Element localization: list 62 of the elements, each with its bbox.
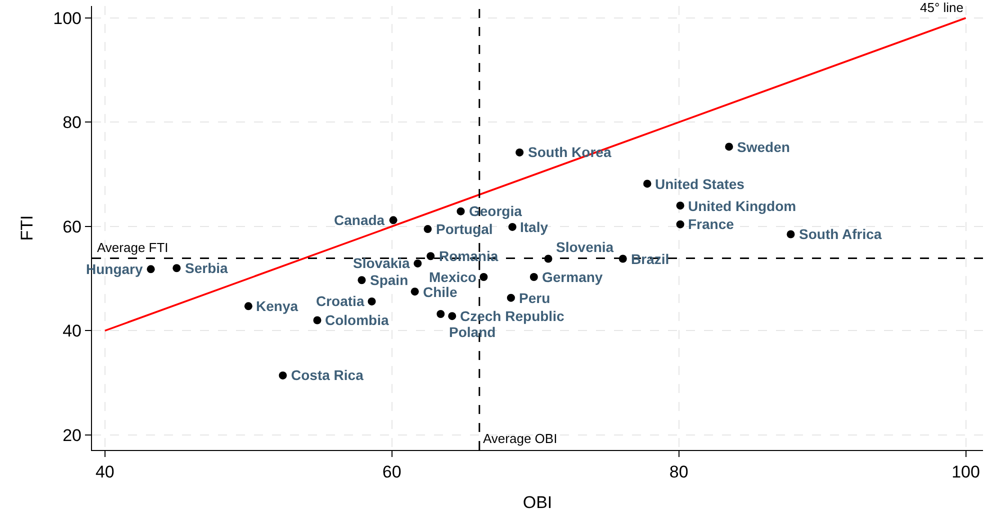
annotation: Costa Rica — [291, 367, 364, 383]
ref-line-label: Average FTI — [97, 240, 168, 255]
point — [389, 216, 398, 224]
annotation: Serbia — [185, 260, 228, 276]
annotation: Sweden — [737, 139, 790, 155]
annotation: Peru — [519, 290, 550, 306]
annotation: Romania — [439, 248, 498, 264]
annotation: Colombia — [325, 312, 389, 328]
point — [278, 371, 287, 380]
annotation: Brazil — [631, 251, 670, 267]
y-axis-title: FTI — [18, 215, 37, 241]
point — [358, 276, 366, 284]
ref-line-label: Average OBI — [483, 431, 558, 446]
annotation: Croatia — [316, 293, 364, 309]
y-tick-label: 60 — [62, 217, 82, 236]
x-tick-label: 80 — [669, 462, 688, 482]
annotation: Italy — [520, 219, 548, 235]
annotation: Chile — [423, 284, 458, 300]
annotation: Mexico — [429, 269, 476, 285]
annotation: 45° line — [920, 0, 964, 15]
point — [244, 302, 252, 310]
annotation: South Africa — [799, 226, 882, 242]
point — [725, 142, 734, 151]
x-tick-label: 60 — [382, 462, 402, 482]
point — [643, 180, 652, 188]
point — [410, 288, 419, 296]
annotation: Slovakia — [353, 255, 410, 271]
annotation: Kenya — [256, 298, 298, 314]
x-tick-label: 100 — [952, 462, 980, 482]
annotation: Canada — [334, 212, 385, 228]
annotation: Poland — [449, 324, 496, 340]
x-axis-title: OBI — [522, 492, 552, 512]
annotation: Spain — [370, 272, 408, 288]
annotation: United States — [655, 176, 745, 192]
x-tick-label: 40 — [95, 462, 114, 482]
y-tick-label: 20 — [62, 426, 82, 445]
annotation: France — [688, 216, 734, 232]
point — [506, 294, 515, 302]
point — [448, 312, 456, 320]
point — [456, 207, 465, 216]
annotation: United Kingdom — [688, 198, 796, 214]
point — [508, 222, 516, 231]
annotation: Germany — [542, 269, 603, 285]
point — [436, 310, 445, 318]
y-tick-label: 40 — [62, 322, 82, 341]
point — [530, 272, 538, 281]
point — [480, 272, 488, 281]
y-tick-label: 80 — [62, 113, 82, 132]
point — [172, 264, 181, 272]
point — [516, 148, 524, 156]
point — [414, 259, 422, 268]
point — [676, 220, 684, 228]
annotation: Czech Republic — [460, 308, 564, 324]
point — [676, 202, 684, 210]
point — [146, 265, 155, 274]
point — [368, 297, 376, 306]
point — [426, 252, 435, 260]
point — [786, 230, 795, 238]
y-tick-label: 100 — [53, 8, 82, 28]
point — [313, 316, 322, 324]
point — [424, 225, 432, 234]
annotation: Slovenia — [556, 239, 614, 255]
